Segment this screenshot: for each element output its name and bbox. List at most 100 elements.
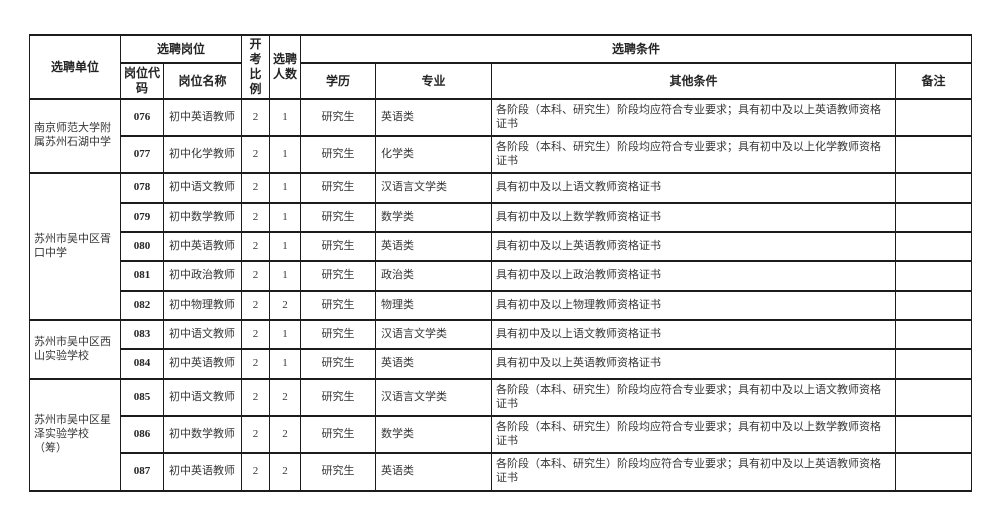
- cell-remark: [895, 231, 973, 262]
- cell-position-code: 079: [120, 202, 164, 233]
- cell-exam-ratio: 2: [241, 260, 271, 292]
- table-row: 南京师范大学附 属苏州石湖中学 076 初中英语教师 2 1 研究生 英语类 各…: [29, 98, 973, 174]
- table-row: 苏州市吴中区西 山实验学校 083 初中语文教师 2 1 研究生 汉语言文学类 …: [29, 319, 973, 380]
- header-position-group: 选聘岗位: [119, 33, 243, 65]
- cell-position-name: 初中语文教师: [162, 319, 243, 350]
- cell-remark: [895, 202, 973, 233]
- header-conditions-group: 选聘条件: [300, 33, 973, 65]
- cell-major: 汉语言文学类: [375, 319, 493, 350]
- cell-recruit-count: 1: [269, 260, 302, 292]
- cell-recruit-count: 2: [269, 415, 302, 454]
- cell-other-conditions: 具有初中及以上物理教师资格证书: [491, 290, 897, 321]
- cell-other-conditions: 各阶段（本科、研究生）阶段均应符合专业要求；具有初中及以上化学教师资格证书: [491, 135, 897, 174]
- cell-position-name: 初中英语教师: [162, 452, 243, 492]
- cell-education: 研究生: [300, 290, 377, 321]
- cell-education: 研究生: [300, 415, 377, 454]
- cell-remark: [895, 415, 973, 454]
- cell-other-conditions: 具有初中及以上语文教师资格证书: [491, 319, 897, 350]
- cell-major: 英语类: [375, 348, 493, 380]
- cell-recruit-count: 1: [269, 135, 302, 174]
- cell-education: 研究生: [300, 202, 377, 233]
- cell-position-name: 初中语文教师: [162, 172, 243, 204]
- cell-remark: [895, 260, 973, 292]
- header-position-name: 岗位名称: [162, 62, 243, 100]
- cell-major: 数学类: [375, 202, 493, 233]
- cell-other-conditions: 各阶段（本科、研究生）阶段均应符合专业要求；具有初中及以上英语教师资格证书: [491, 98, 897, 137]
- table-row: 087 初中英语教师 2 2 研究生 英语类 各阶段（本科、研究生）阶段均应符合…: [30, 452, 973, 492]
- cell-remark: [895, 378, 973, 417]
- cell-remark: [895, 319, 973, 350]
- cell-position-name: 初中物理教师: [162, 290, 243, 321]
- cell-position-name: 初中政治教师: [162, 260, 243, 292]
- cell-recruit-count: 1: [269, 231, 302, 262]
- cell-position-code: 087: [120, 452, 164, 492]
- cell-major: 汉语言文学类: [375, 172, 493, 204]
- cell-major: 化学类: [375, 135, 493, 174]
- cell-exam-ratio: 2: [241, 348, 271, 380]
- header-row-2: 岗位代码 岗位名称 学历 专业 其他条件 备注: [30, 62, 973, 100]
- table-row: 077 初中化学教师 2 1 研究生 化学类 各阶段（本科、研究生）阶段均应符合…: [30, 135, 973, 174]
- cell-major: 政治类: [375, 260, 493, 292]
- cell-education: 研究生: [300, 231, 377, 262]
- cell-position-code: 084: [120, 348, 164, 380]
- cell-recruit-count: 2: [269, 452, 302, 492]
- cell-remark: [895, 98, 973, 137]
- cell-unit: 苏州市吴中区胥 口中学: [29, 172, 121, 321]
- cell-education: 研究生: [300, 135, 377, 174]
- cell-position-code: 077: [120, 135, 164, 174]
- cell-exam-ratio: 2: [241, 135, 271, 174]
- cell-education: 研究生: [300, 378, 377, 417]
- cell-other-conditions: 各阶段（本科、研究生）阶段均应符合专业要求；具有初中及以上数学教师资格证书: [491, 415, 897, 454]
- cell-education: 研究生: [300, 319, 377, 350]
- cell-remark: [895, 290, 973, 321]
- cell-position-code: 080: [120, 231, 164, 262]
- cell-recruit-count: 1: [269, 202, 302, 233]
- table-row: 079 初中数学教师 2 1 研究生 数学类 具有初中及以上数学教师资格证书: [30, 202, 973, 233]
- cell-major: 汉语言文学类: [375, 378, 493, 417]
- table-row: 081 初中政治教师 2 1 研究生 政治类 具有初中及以上政治教师资格证书: [30, 260, 973, 292]
- cell-position-code: 086: [120, 415, 164, 454]
- cell-other-conditions: 具有初中及以上英语教师资格证书: [491, 231, 897, 262]
- cell-position-name: 初中英语教师: [162, 231, 243, 262]
- cell-position-name: 初中英语教师: [162, 348, 243, 380]
- header-unit: 选聘单位: [29, 34, 121, 100]
- table-row: 080 初中英语教师 2 1 研究生 英语类 具有初中及以上英语教师资格证书: [30, 231, 973, 262]
- cell-major: 英语类: [375, 231, 493, 262]
- cell-other-conditions: 各阶段（本科、研究生）阶段均应符合专业要求；具有初中及以上英语教师资格证书: [491, 452, 897, 492]
- cell-exam-ratio: 2: [241, 378, 271, 417]
- cell-exam-ratio: 2: [241, 319, 271, 350]
- header-major: 专业: [375, 62, 493, 100]
- cell-education: 研究生: [300, 348, 377, 380]
- cell-position-name: 初中语文教师: [162, 378, 243, 417]
- table-row: 086 初中数学教师 2 2 研究生 数学类 各阶段（本科、研究生）阶段均应符合…: [30, 415, 973, 454]
- cell-unit: 苏州市吴中区星 泽实验学校 （筹）: [29, 378, 121, 492]
- cell-other-conditions: 具有初中及以上语文教师资格证书: [491, 172, 897, 204]
- cell-position-name: 初中化学教师: [162, 135, 243, 174]
- cell-education: 研究生: [300, 98, 377, 137]
- cell-exam-ratio: 2: [241, 290, 271, 321]
- cell-major: 英语类: [375, 98, 493, 137]
- cell-other-conditions: 具有初中及以上政治教师资格证书: [491, 260, 897, 292]
- cell-exam-ratio: 2: [241, 452, 271, 492]
- cell-position-code: 081: [120, 260, 164, 292]
- cell-position-code: 082: [120, 290, 164, 321]
- header-exam-ratio: 开考比例: [241, 34, 271, 100]
- cell-exam-ratio: 2: [241, 172, 271, 204]
- cell-education: 研究生: [300, 172, 377, 204]
- cell-position-code: 078: [120, 172, 164, 204]
- table-row: 084 初中英语教师 2 1 研究生 英语类 具有初中及以上英语教师资格证书: [30, 348, 973, 380]
- header-education: 学历: [300, 62, 377, 100]
- cell-unit: 苏州市吴中区西 山实验学校: [29, 319, 121, 380]
- cell-education: 研究生: [300, 452, 377, 492]
- cell-position-code: 076: [120, 98, 164, 137]
- header-recruit-count: 选聘人数: [269, 34, 302, 100]
- cell-remark: [895, 172, 973, 204]
- cell-other-conditions: 具有初中及以上英语教师资格证书: [491, 348, 897, 380]
- header-position-code: 岗位代码: [120, 62, 164, 100]
- cell-exam-ratio: 2: [241, 98, 271, 137]
- table-row: 苏州市吴中区胥 口中学 078 初中语文教师 2 1 研究生 汉语言文学类 具有…: [29, 172, 973, 321]
- cell-education: 研究生: [300, 260, 377, 292]
- cell-position-name: 初中英语教师: [162, 98, 243, 137]
- cell-unit: 南京师范大学附 属苏州石湖中学: [29, 98, 121, 174]
- header-row-1: 选聘单位 选聘岗位 开考比例 选聘人数 选聘条件: [29, 33, 973, 100]
